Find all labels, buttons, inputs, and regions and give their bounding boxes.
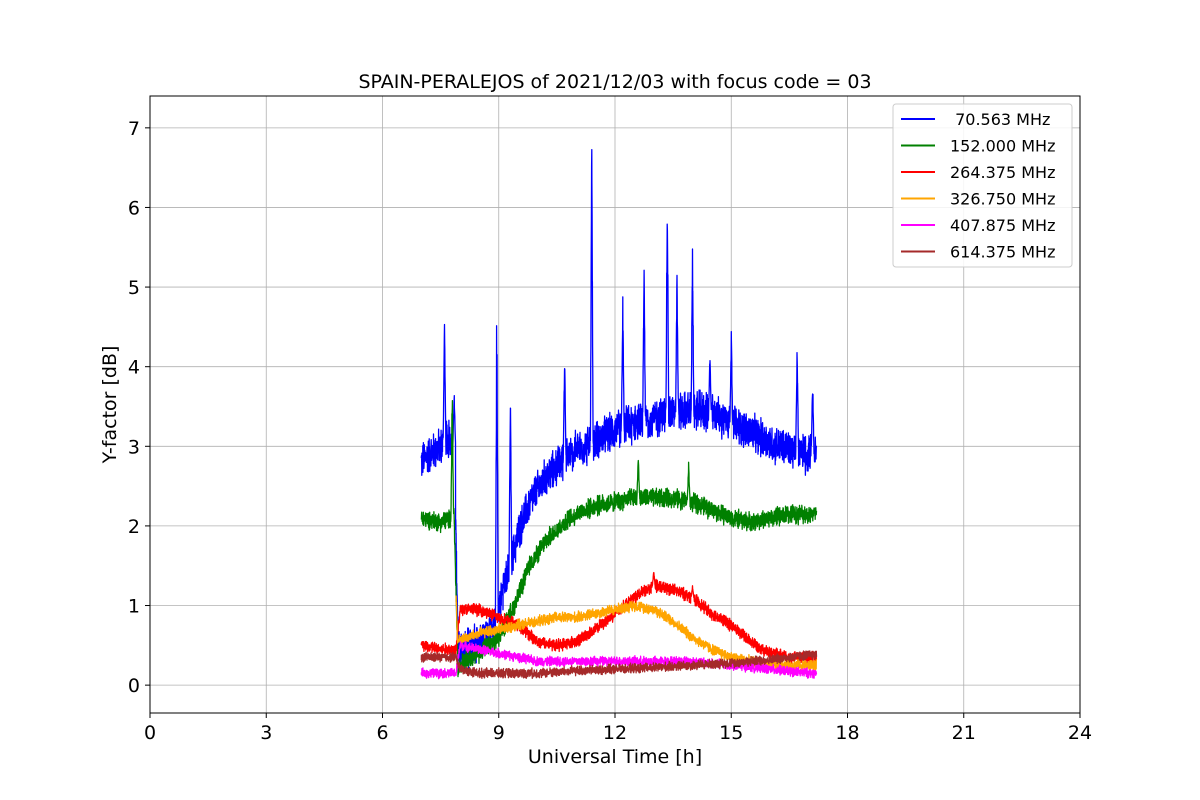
x-tick-label: 0 — [144, 722, 156, 744]
x-tick-label: 24 — [1068, 722, 1092, 744]
legend-label: 614.375 MHz — [950, 243, 1055, 262]
legend-label: 152.000 MHz — [950, 137, 1055, 156]
y-tick-label: 0 — [128, 675, 140, 697]
series-layer — [420, 148, 818, 680]
x-axis-label: Universal Time [h] — [528, 746, 702, 768]
x-tick-label: 6 — [376, 722, 388, 744]
legend-box — [892, 103, 1073, 268]
y-tick-label: 4 — [128, 357, 140, 379]
x-tick-label: 15 — [719, 722, 743, 744]
legend-label: 264.375 MHz — [950, 163, 1055, 182]
chart-title: SPAIN-PERALEJOS of 2021/12/03 with focus… — [358, 71, 871, 93]
y-tick-label: 7 — [128, 118, 140, 140]
x-tick-label: 21 — [952, 722, 976, 744]
y-tick-label: 5 — [128, 277, 140, 299]
series-line — [420, 148, 818, 672]
legend-label: 326.750 MHz — [950, 190, 1055, 209]
y-tick-label: 3 — [128, 436, 140, 458]
legend: 70.563 MHz 152.000 MHz 264.375 MHz 326.750 … — [892, 103, 1073, 268]
series-line — [420, 571, 817, 665]
y-axis-label: Y-factor [dB] — [99, 346, 121, 465]
series-line — [420, 650, 818, 680]
y-tick-label: 2 — [128, 516, 140, 538]
x-tick-label: 9 — [493, 722, 505, 744]
x-tick-label: 12 — [603, 722, 627, 744]
x-tick-label: 3 — [260, 722, 272, 744]
y-tick-label: 6 — [128, 197, 140, 219]
series-line — [420, 640, 818, 680]
legend-label: 407.875 MHz — [950, 216, 1055, 235]
x-tick-label: 18 — [835, 722, 859, 744]
legend-label: 70.563 MHz — [950, 110, 1050, 129]
y-tick-label: 1 — [128, 596, 140, 618]
